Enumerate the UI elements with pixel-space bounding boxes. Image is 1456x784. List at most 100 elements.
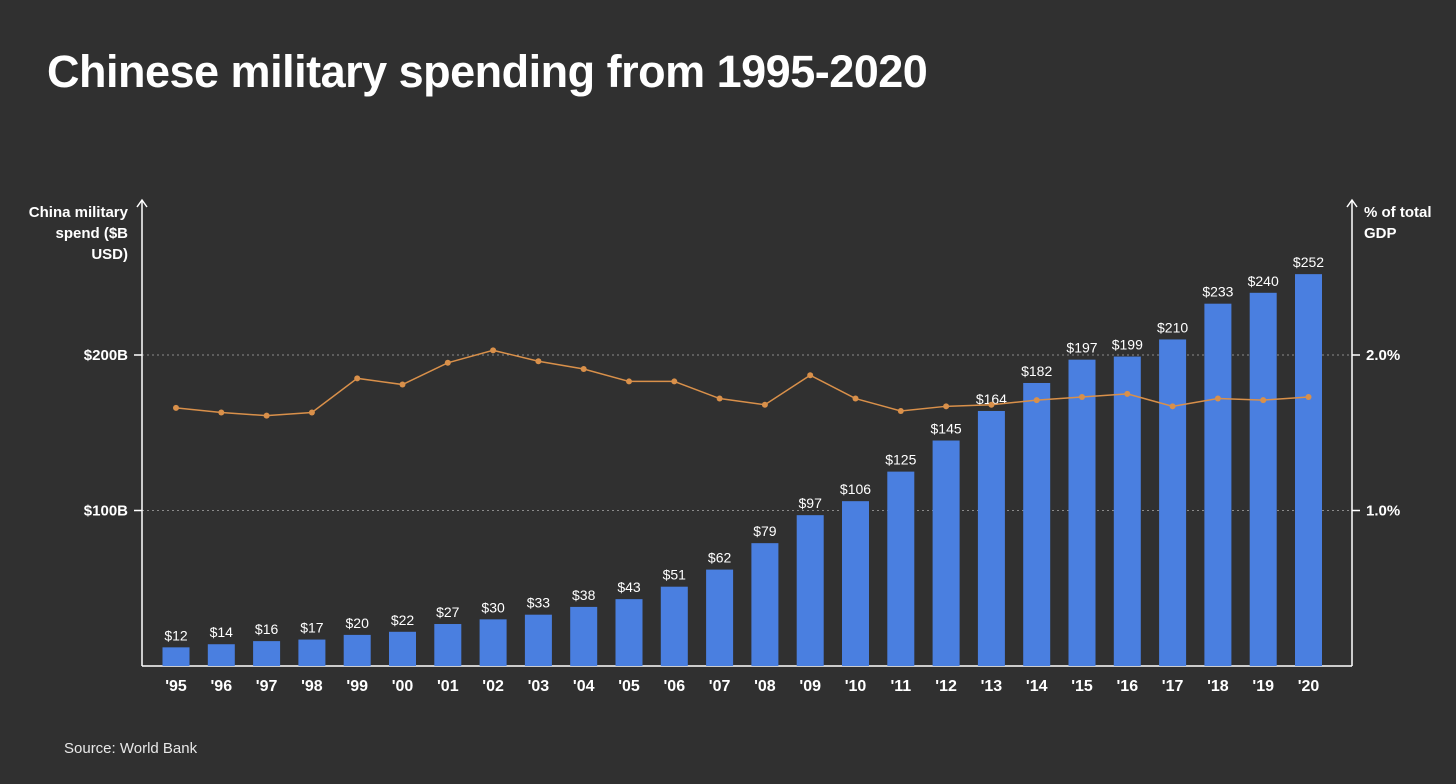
bar-value-label: $22 [391, 612, 415, 628]
bar [343, 634, 371, 666]
bar [842, 501, 869, 666]
right-axis-arrow-icon [1346, 198, 1358, 208]
chart-title: Chinese military spending from 1995-2020 [47, 46, 928, 97]
gdp-share-point [626, 378, 632, 385]
bar-value-label: $62 [708, 550, 732, 566]
bar [434, 624, 462, 666]
bar [615, 599, 643, 666]
bar-value-label: $97 [799, 495, 823, 511]
gdp-share-point [1305, 393, 1312, 400]
x-axis-tick-label: '07 [709, 678, 731, 695]
bar [524, 614, 552, 666]
bar-value-label: $17 [300, 620, 324, 636]
bar [887, 471, 915, 666]
x-axis-tick-label: '09 [799, 678, 821, 695]
x-axis-tick-label: '08 [754, 678, 776, 695]
bar-value-label: $145 [931, 421, 962, 437]
bar [1113, 356, 1141, 666]
gdp-share-point [308, 409, 315, 416]
x-axis-tick-label: '18 [1207, 678, 1229, 695]
bar-value-label: $43 [617, 579, 641, 595]
gdp-share-point [1169, 403, 1176, 410]
x-axis-tick-label: '19 [1252, 678, 1274, 695]
bar [162, 647, 190, 666]
bar-value-label: $210 [1157, 319, 1188, 335]
gdp-share-point [490, 347, 497, 354]
bar-value-label: $106 [840, 481, 871, 497]
bar [1295, 274, 1322, 666]
x-axis-tick-label: '05 [618, 678, 640, 695]
left-axis-arrow-icon [136, 198, 148, 208]
x-axis-tick-label: '16 [1116, 678, 1138, 695]
x-axis-tick-label: '02 [482, 678, 504, 695]
gdp-share-point [444, 359, 451, 366]
bar-value-label: $199 [1112, 337, 1143, 353]
gdp-share-point [218, 409, 225, 416]
x-axis-tick-label: '06 [663, 678, 685, 695]
gdp-share-point [716, 395, 723, 402]
x-axis-tick-label: '11 [890, 678, 911, 695]
gdp-share-point [263, 412, 270, 419]
bar-value-label: $79 [753, 523, 777, 539]
bar-value-label: $233 [1202, 284, 1233, 300]
x-axis-tick-label: '03 [528, 678, 550, 695]
gdp-share-point [173, 404, 179, 411]
x-axis-tick-label: '13 [981, 678, 1003, 695]
bar-value-label: $20 [346, 615, 370, 631]
x-axis-tick-label: '00 [392, 678, 414, 695]
bar [1204, 303, 1232, 666]
gdp-share-point [988, 401, 995, 408]
gdp-share-point [1260, 397, 1267, 404]
x-axis-tick-label: '01 [437, 678, 459, 695]
gdp-share-point [671, 378, 678, 385]
bar [1249, 292, 1277, 666]
right-axis-tick-label: 1.0% [1366, 503, 1400, 520]
bar-value-label: $182 [1021, 363, 1052, 379]
right-axis-tick-label: 2.0% [1366, 347, 1400, 364]
bar [977, 410, 1005, 666]
gdp-share-line [175, 349, 1309, 417]
x-axis-tick-label: '15 [1071, 678, 1093, 695]
bar-value-label: $240 [1248, 273, 1279, 289]
gdp-share-point [852, 395, 859, 402]
x-axis-tick-label: '98 [301, 678, 323, 695]
bar-value-label: $51 [663, 567, 687, 583]
gdp-share-point [1124, 390, 1131, 397]
gdp-share-point [897, 407, 904, 414]
x-axis-tick-label: '10 [845, 678, 867, 695]
bar [660, 586, 688, 666]
bar [796, 515, 824, 666]
gdp-share-point [761, 401, 768, 408]
bar-value-label: $125 [885, 452, 916, 468]
gdp-share-point [399, 381, 406, 388]
bar-value-label: $14 [210, 624, 234, 640]
bar [479, 619, 507, 666]
source-note: Source: World Bank [64, 740, 198, 757]
gdp-share-point [535, 358, 542, 365]
bar-value-label: $33 [527, 595, 551, 611]
x-axis-tick-label: '20 [1298, 678, 1320, 695]
bar [932, 440, 960, 666]
bar [253, 641, 281, 666]
x-axis-tick-label: '96 [210, 678, 232, 695]
x-axis-tick-label: '12 [935, 678, 957, 695]
x-axis-tick-label: '97 [256, 678, 278, 695]
bar-value-label: $197 [1066, 340, 1097, 356]
bar-value-label: $164 [976, 391, 1007, 407]
gdp-share-point [1033, 397, 1040, 404]
gdp-share-point [1214, 395, 1221, 402]
bar [298, 639, 326, 666]
bar [751, 543, 779, 666]
x-axis-tick-label: '04 [573, 678, 595, 695]
gdp-share-point [943, 403, 950, 410]
bar [1159, 339, 1187, 666]
bar-value-label: $38 [572, 587, 596, 603]
gdp-share-point [580, 365, 587, 372]
bar [207, 644, 235, 666]
bar-value-label: $30 [481, 599, 505, 615]
x-axis-tick-label: '14 [1026, 678, 1048, 695]
bar [706, 569, 734, 666]
bar-value-label: $252 [1293, 254, 1324, 270]
bar-value-label: $27 [436, 604, 460, 620]
bar [1068, 359, 1096, 666]
